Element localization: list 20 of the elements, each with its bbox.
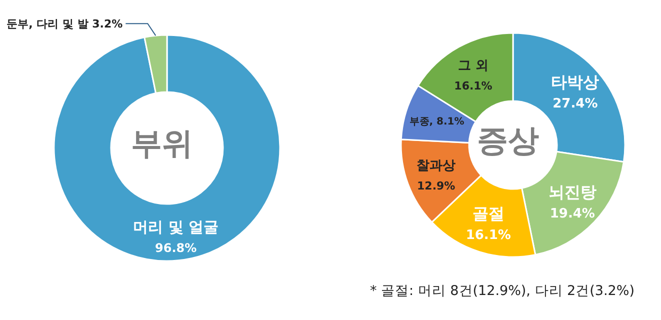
data-label: 3.2% xyxy=(92,18,123,31)
text: * 골절: 머리 8건(12.9%), 다리 2건(3.2%) xyxy=(370,282,634,300)
data-label: 16.1% xyxy=(466,228,511,244)
data-label: 12.9% xyxy=(417,180,456,192)
text: 증상 xyxy=(477,123,539,159)
data-label: 96.8% xyxy=(155,241,197,256)
text: 부위 xyxy=(131,126,193,162)
data-label: , 8.1% xyxy=(429,116,464,128)
slice-label: 머리 및 얼굴 xyxy=(133,218,219,236)
slice-label: 부종 xyxy=(409,116,430,128)
slice-label: 골절 xyxy=(472,204,504,224)
slice-label: 타박상 xyxy=(551,72,600,92)
data-label: 19.4% xyxy=(550,206,595,222)
donut-slice xyxy=(53,34,281,262)
slice-label: 그 외 xyxy=(458,58,489,74)
slice-label: 둔부, 다리 및 발 xyxy=(6,18,88,31)
data-label: 27.4% xyxy=(552,96,598,112)
slice-label: 뇌진탕 xyxy=(548,182,596,202)
data-label: 16.1% xyxy=(454,79,492,92)
slice-label: 찰과상 xyxy=(416,158,456,174)
